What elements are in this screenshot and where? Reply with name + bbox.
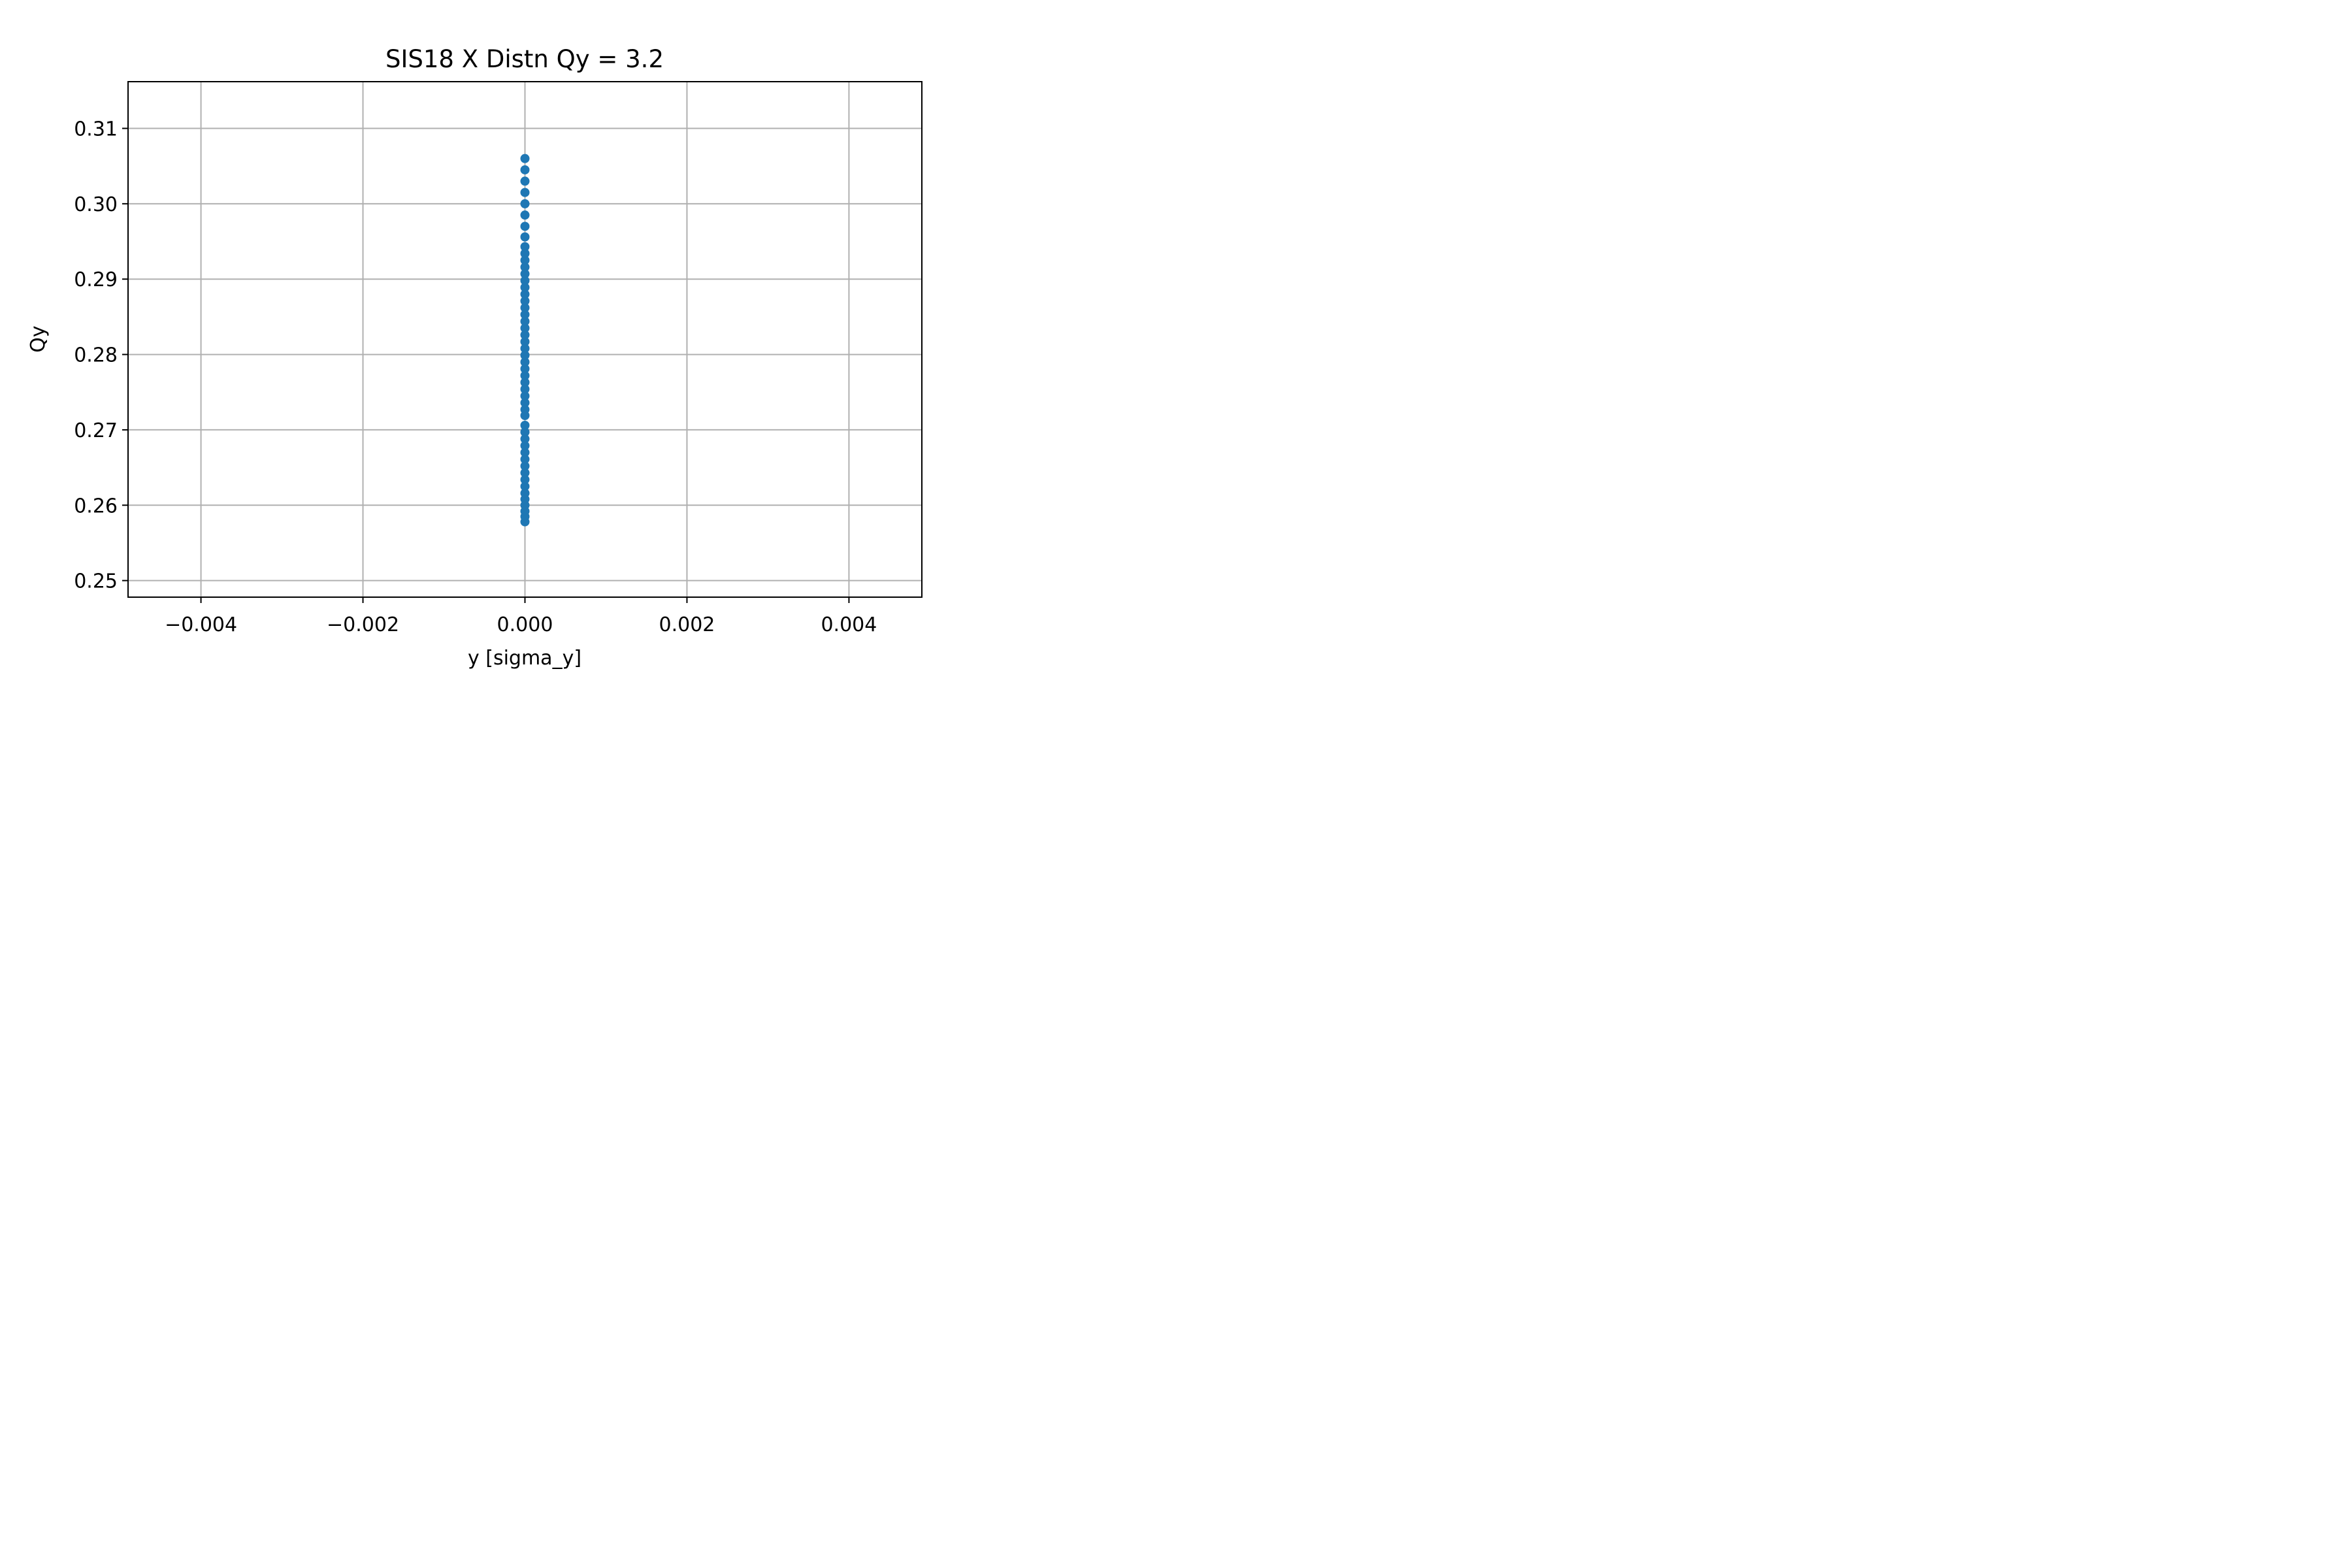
x-tick-label: 0.002 — [659, 613, 715, 636]
data-point — [520, 441, 530, 451]
y-tick-label: 0.25 — [74, 570, 118, 593]
data-point — [520, 276, 530, 286]
figure-background — [0, 0, 1009, 686]
x-tick-label: −0.002 — [327, 613, 399, 636]
data-point — [520, 461, 530, 471]
data-point — [520, 210, 530, 220]
y-tick-label: 0.29 — [74, 269, 118, 291]
data-point — [520, 242, 530, 252]
data-point — [520, 336, 530, 346]
x-tick-label: 0.004 — [821, 613, 877, 636]
chart-svg: SIS18 X Distn Qy = 3.2 −0.004 −0.002 0.000… — [0, 0, 1009, 686]
data-point — [520, 364, 530, 374]
y-tick-label: 0.27 — [74, 419, 118, 442]
data-point — [520, 344, 530, 353]
data-point — [520, 454, 530, 464]
chart-title: SIS18 X Distn Qy = 3.2 — [385, 45, 664, 73]
x-axis-label: y [sigma_y] — [468, 647, 581, 670]
data-point — [520, 176, 530, 186]
data-point — [520, 357, 530, 367]
data-point — [520, 269, 530, 279]
data-point — [520, 475, 530, 485]
data-point — [520, 391, 530, 401]
data-point — [520, 282, 530, 292]
data-point — [520, 384, 530, 394]
x-tick-label: 0.000 — [497, 613, 553, 636]
data-point — [520, 488, 530, 498]
data-point — [520, 350, 530, 360]
x-tick-label: −0.004 — [165, 613, 237, 636]
data-point — [520, 289, 530, 299]
data-point — [520, 296, 530, 306]
data-point — [520, 404, 530, 414]
data-point — [520, 232, 530, 242]
data-point — [520, 427, 530, 437]
data-point — [520, 330, 530, 340]
y-tick-label: 0.30 — [74, 193, 118, 216]
data-point — [520, 378, 530, 387]
data-point — [520, 316, 530, 326]
data-point — [520, 188, 530, 197]
data-point — [520, 199, 530, 208]
data-point — [520, 255, 530, 265]
y-axis-label: Qy — [27, 325, 50, 352]
data-point — [520, 421, 530, 430]
scatter-points — [520, 154, 530, 527]
data-point — [520, 370, 530, 380]
data-point — [520, 262, 530, 272]
data-point — [520, 448, 530, 457]
y-tick-label: 0.26 — [74, 495, 118, 517]
y-axis-ticks: 0.25 0.26 0.27 0.28 0.29 0.30 0.31 — [74, 118, 128, 593]
data-point — [520, 323, 530, 333]
data-point — [520, 303, 530, 313]
data-point — [520, 154, 530, 163]
y-tick-label: 0.28 — [74, 344, 118, 367]
data-point — [520, 434, 530, 444]
data-point — [520, 310, 530, 319]
data-point — [520, 221, 530, 231]
data-point — [520, 249, 530, 258]
x-axis-ticks: −0.004 −0.002 0.000 0.002 0.004 — [165, 597, 877, 636]
data-point — [520, 482, 530, 491]
data-point — [520, 468, 530, 478]
y-tick-label: 0.31 — [74, 118, 118, 141]
data-point — [520, 398, 530, 408]
data-point — [520, 165, 530, 174]
